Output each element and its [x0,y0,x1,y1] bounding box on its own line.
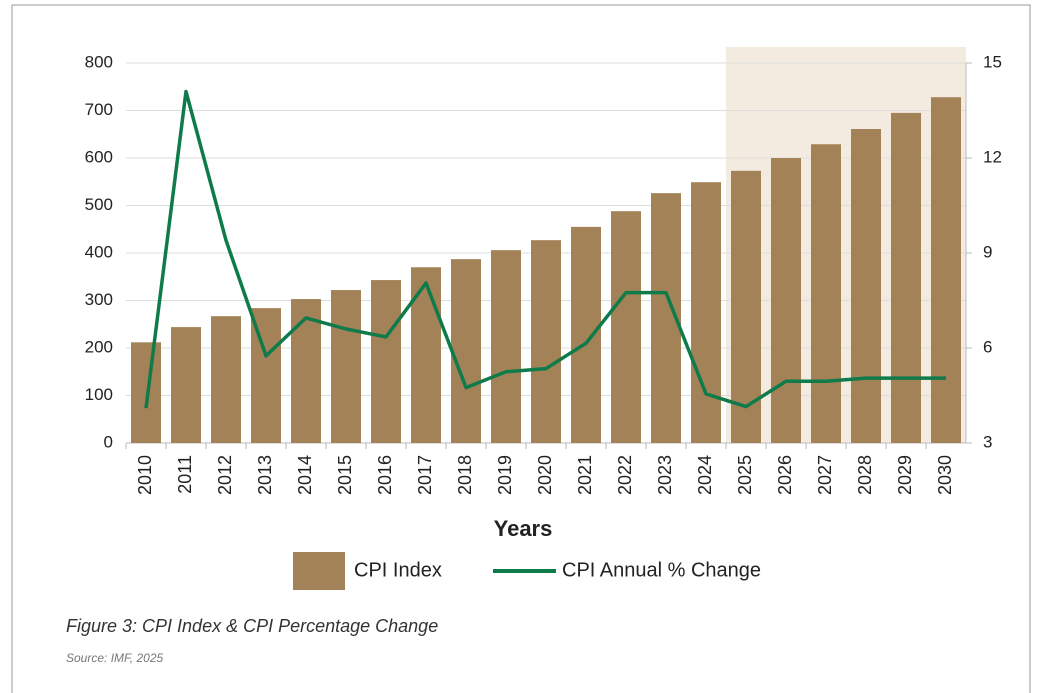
bar [331,290,361,443]
source: Source: IMF, 2025 [66,651,163,665]
bar [451,259,481,443]
x-tick-label: 2015 [335,455,355,495]
x-tick-label: 2027 [815,455,835,495]
legend-label: CPI Annual % Change [562,559,761,581]
x-tick-label: 2018 [455,455,475,495]
x-tick-label: 2019 [495,455,515,495]
x-tick-label: 2020 [535,455,555,495]
bar [371,280,401,443]
bar [571,226,601,443]
y-tick-label: 500 [85,195,113,214]
bar [411,267,441,443]
legend-swatch [293,552,345,590]
y2-tick-label: 15 [983,52,1002,71]
bar [771,158,801,443]
y-tick-label: 0 [104,432,113,451]
line [144,89,946,409]
x-tick-label: 2030 [935,455,955,495]
bar [691,182,721,443]
y-tick-label: 700 [85,100,113,119]
x-tick-label: 2029 [895,455,915,495]
bar [811,144,841,443]
x-tick-label: 2011 [175,455,195,494]
bar [291,299,321,443]
bar [731,170,761,443]
bar [171,327,201,443]
bar [931,97,961,443]
y2-tick-label: 6 [983,337,992,356]
x-tick-label: 2026 [775,455,795,495]
x-tick-label: 2023 [655,455,675,495]
x-tick-label: 2022 [615,455,635,495]
y-tick-label: 800 [85,52,113,71]
forecast-shade [726,47,966,443]
x-tick-label: 2025 [735,455,755,495]
x-tick-label: 2012 [215,455,235,495]
bar [491,250,521,443]
x-tick-label: 2028 [855,455,875,495]
y-tick-label: 200 [85,337,113,356]
x-tick-label: 2024 [695,455,715,495]
y-tick-label: 400 [85,242,113,261]
bar [131,342,161,443]
bar [211,316,241,443]
caption: Figure 3: CPI Index & CPI Percentage Cha… [66,616,438,636]
bar [891,112,921,443]
frame [11,4,1031,693]
legend-label: CPI Index [354,559,442,581]
y-tick-label: 100 [85,385,113,404]
bar [851,129,881,443]
x-tick-label: 2016 [375,455,395,495]
y2-tick-label: 12 [983,147,1002,166]
x-tick-label: 2017 [415,455,435,495]
x-tick-label: 2021 [575,455,595,495]
x-tick-label: 2010 [135,455,155,495]
x-tick-label: 2013 [255,455,275,495]
bar [531,240,561,443]
y2-tick-label: 3 [983,432,992,451]
y2-tick-label: 9 [983,242,992,261]
bar [611,211,641,443]
y-tick-label: 600 [85,147,113,166]
x-tick-label: 2014 [295,455,315,495]
x-axis-label: Years [494,516,553,541]
y-tick-label: 300 [85,290,113,309]
